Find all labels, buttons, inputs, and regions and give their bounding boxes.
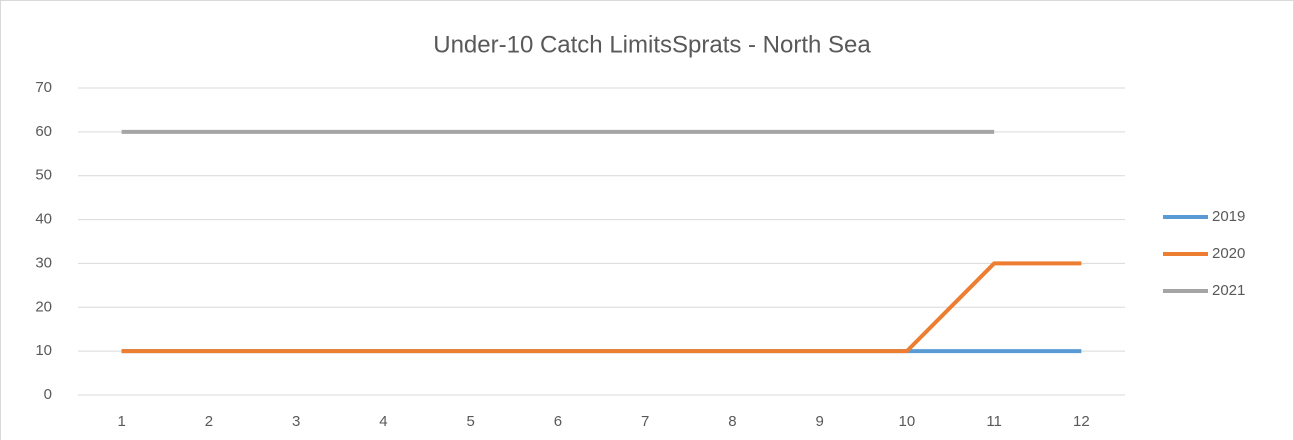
x-tick-label: 3 — [292, 413, 300, 430]
y-tick-label: 40 — [35, 211, 52, 228]
x-tick-label: 1 — [117, 413, 125, 430]
legend-label: 2019 — [1212, 208, 1245, 225]
x-tick-label: 9 — [815, 413, 823, 430]
x-tick-label: 11 — [986, 413, 1002, 430]
series-line — [121, 261, 1082, 354]
legend-label: 2021 — [1212, 282, 1245, 299]
y-tick-label: 10 — [35, 342, 52, 359]
y-tick-label: 30 — [35, 254, 52, 271]
x-tick-label: 12 — [1073, 413, 1090, 430]
x-tick-label: 4 — [379, 413, 387, 430]
y-tick-label: 0 — [44, 386, 52, 403]
y-tick-label: 70 — [35, 79, 52, 96]
x-tick-label: 5 — [466, 413, 474, 430]
y-tick-label: 60 — [35, 123, 52, 140]
y-tick-label: 50 — [35, 167, 52, 184]
legend-label: 2020 — [1212, 245, 1245, 262]
x-tick-label: 6 — [554, 413, 562, 430]
x-tick-label: 2 — [205, 413, 213, 430]
x-tick-label: 7 — [641, 413, 649, 430]
chart-title: Under-10 Catch LimitsSprats - North Sea — [433, 31, 871, 58]
y-tick-label: 20 — [35, 298, 52, 315]
x-tick-label: 8 — [728, 413, 736, 430]
x-tick-label: 10 — [899, 413, 916, 430]
